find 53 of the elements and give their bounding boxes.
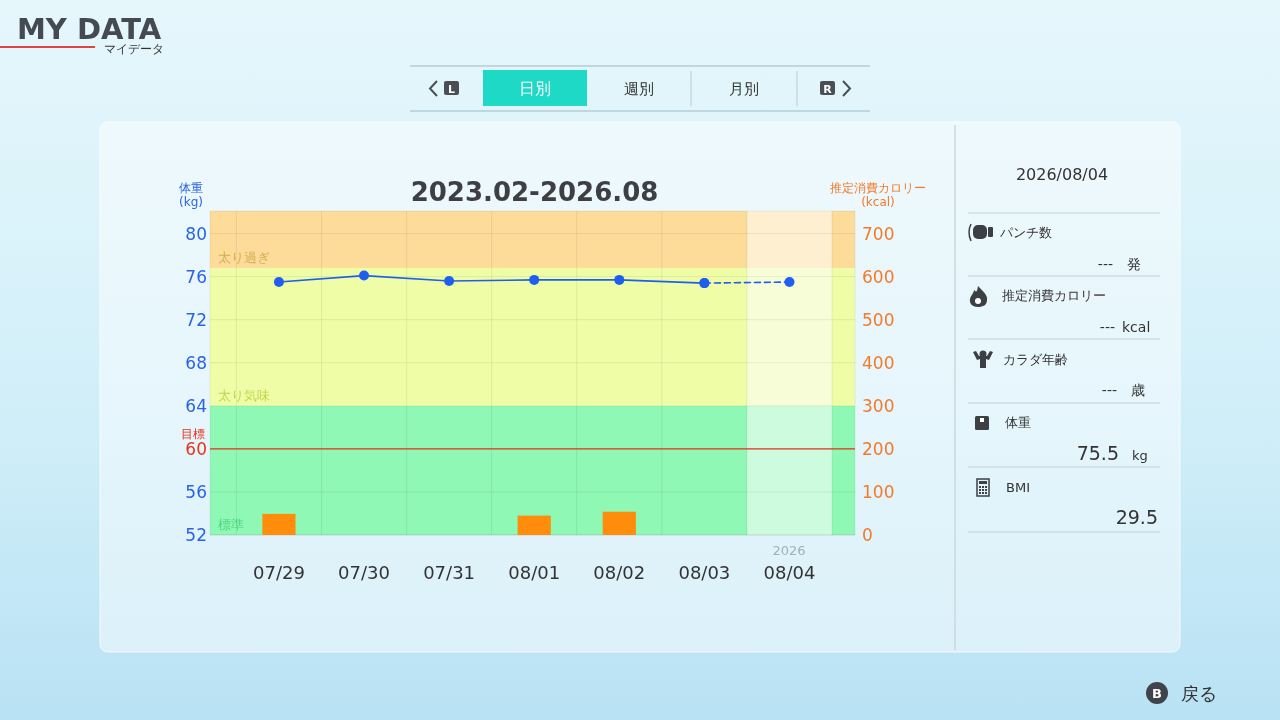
text: R [823,82,833,96]
text: 戻る [1181,683,1217,704]
x-tick-label: 08/01 [508,562,561,583]
band-label: 太り気味 [218,387,270,403]
y2-tick-label: 400 [862,352,895,373]
text: マイデータ [104,42,164,56]
y2-tick-label: 0 [862,525,873,545]
y-tick-label: 72 [185,309,207,330]
band-label: 太り過ぎ [218,250,270,266]
y-tick-label: 56 [185,481,207,502]
text: kcal [1122,319,1151,335]
text: 推定消費カロリー [1002,288,1106,303]
y2-tick-label: 200 [862,438,895,459]
text: --- [1097,256,1113,272]
text: 2026/08/04 [1015,165,1109,184]
text: --- [1101,382,1117,398]
x-tick-label: 07/31 [423,562,476,583]
text: パンチ数 [999,225,1052,240]
y-tick-label: 76 [185,266,207,287]
x-tick-label: 08/02 [593,562,646,583]
text: 月別 [729,80,759,98]
x-tick-label: 08/04 [763,562,816,583]
text: 75.5 [1076,442,1119,464]
x-tick-label: 07/29 [252,562,305,583]
y-tick-label: 64 [185,395,207,416]
text: カラダ年齢 [1003,352,1068,367]
text: 週別 [624,80,654,98]
text: --- [1099,319,1115,335]
y2-tick-label: 100 [862,481,895,502]
y2-tick-label: 600 [862,266,895,287]
ref-line-label: 目標 [181,426,205,441]
text: L [447,82,456,96]
band-label: 標準 [218,517,244,532]
y-axis-title: 体重 (kg) [179,181,203,210]
text: 29.5 [1115,506,1158,528]
text: 2026 [772,543,806,558]
chart-title: 2023.02-2026.08 [410,177,659,207]
text: 体重 [1005,415,1031,430]
text: kg [1132,448,1148,463]
y2-axis-title: 推定消費カロリー (kcal) [830,181,926,210]
y-tick-label: 52 [185,525,207,545]
x-tick-label: 07/30 [338,562,390,583]
x-tick-label: 08/03 [678,562,731,583]
y-tick-label: 80 [185,223,207,244]
text: BMI [1006,480,1030,495]
y2-tick-label: 500 [862,309,895,330]
text: B [1152,686,1162,701]
text: 日別 [519,79,551,98]
y2-tick-label: 300 [862,395,895,416]
y-tick-label: 68 [185,352,207,373]
y2-tick-label: 700 [862,223,895,244]
text: 発 [1127,256,1141,272]
text: 歳 [1131,382,1145,398]
